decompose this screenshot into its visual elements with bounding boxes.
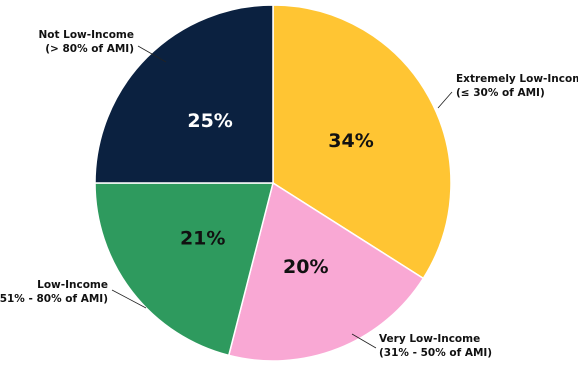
pie-slice-low-income	[94, 182, 274, 357]
slice-percent-label: 25%	[187, 110, 232, 132]
slice-category-sublabel: (> 80% of AMI)	[45, 43, 134, 55]
leader-line	[351, 333, 377, 349]
pie-slice-not-low-income	[94, 4, 274, 184]
pie-slice-very-low-income	[227, 181, 425, 362]
slice-percent-label: 21%	[180, 228, 225, 250]
leader-line	[111, 289, 147, 309]
slice-category-label: Extremely Low-Income	[456, 73, 578, 85]
leader-line	[437, 91, 453, 109]
slice-category-label: Very Low-Income	[379, 333, 480, 345]
slice-category-sublabel: (≤ 30% of AMI)	[456, 87, 545, 99]
slice-percent-label: 20%	[283, 256, 328, 278]
slice-category-label: Low-Income	[37, 279, 108, 291]
slice-category-label: Not Low-Income	[38, 29, 134, 41]
slice-percent-label: 34%	[328, 130, 373, 152]
slice-category-sublabel: (31% - 50% of AMI)	[379, 347, 492, 359]
slice-category-sublabel: (51% - 80% of AMI)	[0, 293, 108, 305]
pie-slice-extremely-low-income	[272, 4, 452, 280]
leader-line	[137, 45, 167, 63]
